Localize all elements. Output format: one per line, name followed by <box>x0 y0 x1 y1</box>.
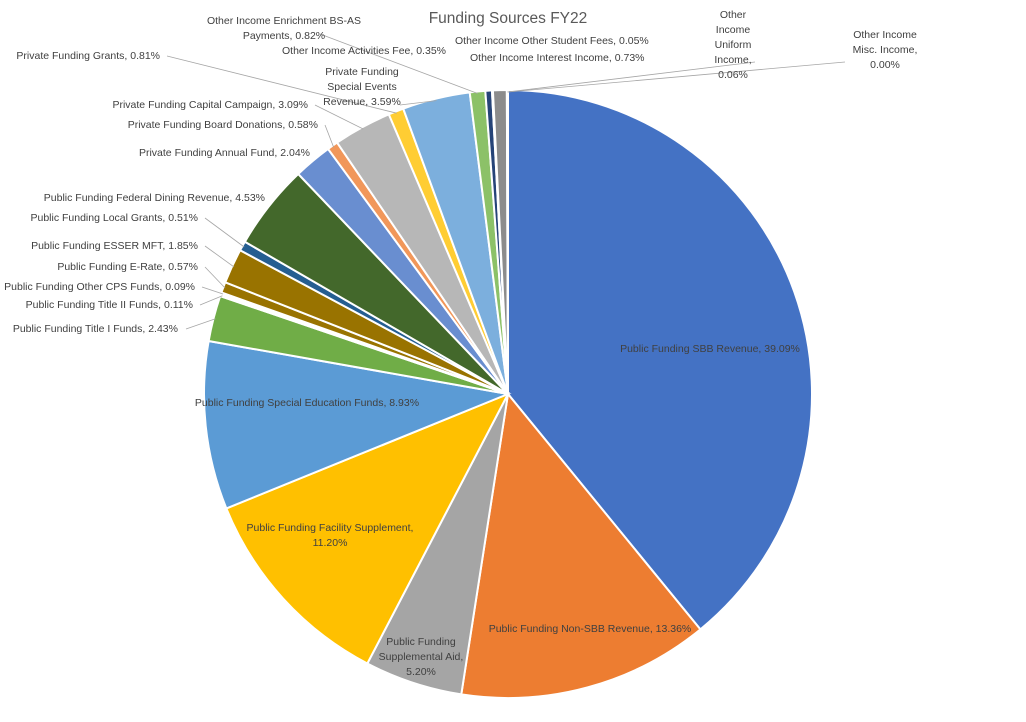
data-label-private-funding-special-events-revenue: Private Funding Special Events Revenue, 3.… <box>323 66 401 108</box>
slice-public-funding-special-education-funds <box>203 339 512 510</box>
leader-line-other-income-enrichment-bs-as-payments <box>319 33 478 94</box>
pie-slices <box>203 88 813 699</box>
data-label-private-funding-annual-fund: Private Funding Annual Fund, 2.04% <box>139 147 310 159</box>
leader-line-public-funding-title-ii-funds <box>199 295 223 306</box>
data-label-public-funding-facility-supplement: Public Funding Facility Supplement, 11.20… <box>247 522 414 549</box>
leader-line-private-funding-board-donations <box>324 124 335 148</box>
data-label-other-income-interest-income: Other Income Interest Income, 0.73% <box>470 52 645 64</box>
leader-line-private-funding-special-events-revenue <box>399 100 437 106</box>
data-label-public-funding-title-i-funds: Public Funding Title I Funds, 2.43% <box>13 323 178 335</box>
data-labels: Public Funding SBB Revenue, 39.09% Public… <box>4 9 917 678</box>
leader-line-public-funding-local-grants <box>204 217 245 248</box>
leader-line-public-funding-esser-mft <box>204 245 235 268</box>
data-label-private-funding-capital-campaign: Private Funding Capital Campaign, 3.09% <box>112 99 308 111</box>
leader-lines <box>166 33 846 330</box>
slice-public-funding-facility-supplement <box>225 392 511 665</box>
slice-public-funding-sbb-revenue <box>507 88 813 631</box>
leader-line-public-funding-e-rate <box>204 266 226 289</box>
leader-line-private-funding-grants <box>166 55 397 114</box>
data-label-public-funding-e-rate: Public Funding E-Rate, 0.57% <box>57 261 198 273</box>
data-label-other-income-uniform-income: Other Income Uniform Income, 0.06% <box>714 9 751 81</box>
slice-other-income-uniform-income <box>505 88 509 395</box>
data-label-other-income-activities-fee: Other Income Activities Fee, 0.35% <box>282 45 446 57</box>
chart-title: Funding Sources FY22 <box>429 10 588 27</box>
data-label-public-funding-other-cps-funds: Public Funding Other CPS Funds, 0.09% <box>4 281 195 293</box>
data-label-other-income-other-student-fees: Other Income Other Student Fees, 0.05% <box>455 35 649 47</box>
data-label-private-funding-grants: Private Funding Grants, 0.81% <box>16 50 160 62</box>
data-label-public-funding-special-education-funds: Public Funding Special Education Funds, … <box>195 397 419 409</box>
data-label-public-funding-local-grants: Public Funding Local Grants, 0.51% <box>30 212 198 224</box>
leader-line-public-funding-other-cps-funds <box>201 286 224 295</box>
data-label-public-funding-non-sbb-revenue: Public Funding Non-SBB Revenue, 13.36% <box>489 623 692 635</box>
data-label-public-funding-supplemental-aid: Public Funding Supplemental Aid, 5.20% <box>379 636 464 678</box>
leader-line-other-income-misc-income <box>507 61 846 93</box>
data-label-public-funding-esser-mft: Public Funding ESSER MFT, 1.85% <box>31 240 198 252</box>
leader-line-other-income-uniform-income <box>507 61 756 93</box>
leader-line-private-funding-capital-campaign <box>314 104 364 130</box>
data-label-other-income-enrichment-bs-as-payments: Other Income Enrichment BS-AS Payments, 0… <box>207 15 361 42</box>
slice-public-funding-non-sbb-revenue <box>460 391 702 699</box>
data-label-public-funding-title-ii-funds: Public Funding Title II Funds, 0.11% <box>26 299 193 311</box>
data-label-other-income-misc-income: Other Income Misc. Income, 0.00% <box>853 29 918 71</box>
data-label-private-funding-board-donations: Private Funding Board Donations, 0.58% <box>128 119 318 131</box>
data-label-public-funding-federal-dining-revenue: Public Funding Federal Dining Revenue, 4… <box>44 192 265 204</box>
leader-line-public-funding-title-i-funds <box>185 318 216 330</box>
data-label-public-funding-sbb-revenue: Public Funding SBB Revenue, 39.09% <box>620 343 800 355</box>
